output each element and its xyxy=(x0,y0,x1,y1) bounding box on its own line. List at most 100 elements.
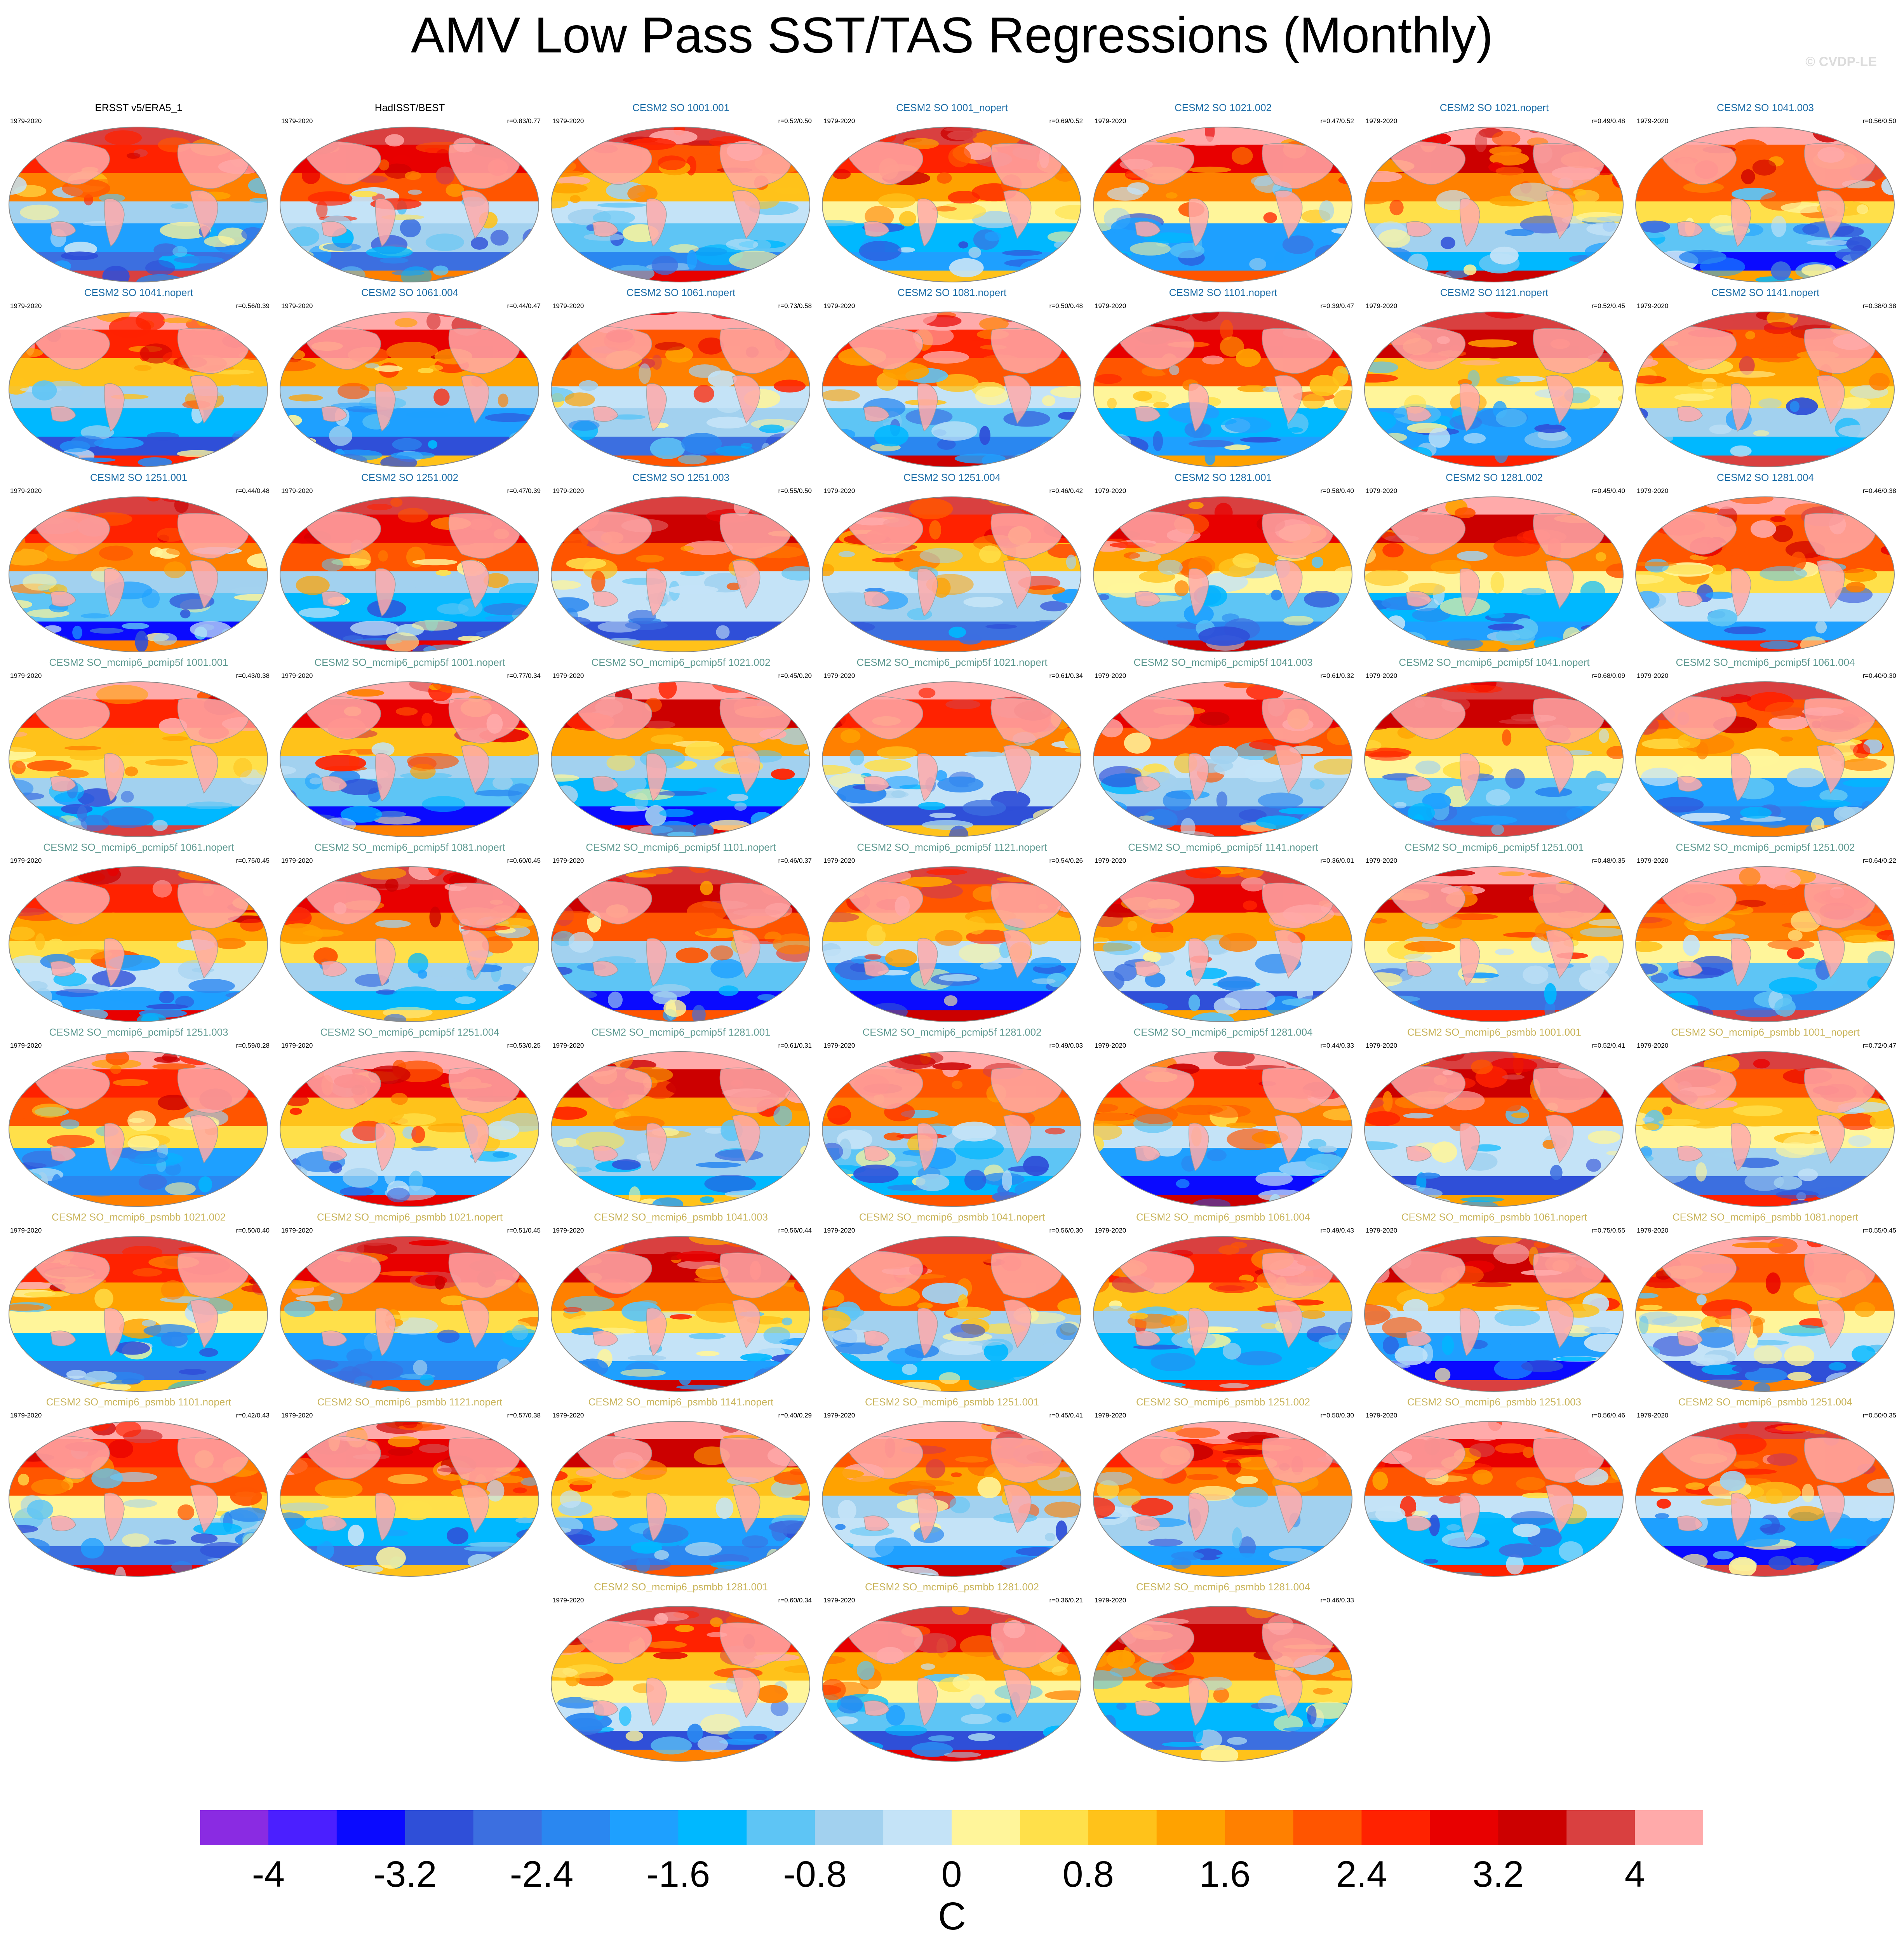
map-anomaly-blob xyxy=(1843,779,1892,787)
map-anomaly-blob xyxy=(754,1366,803,1387)
map-anomaly-blob xyxy=(80,815,109,831)
map-anomaly-blob xyxy=(502,1052,537,1059)
map-anomaly-blob xyxy=(137,1013,167,1022)
panel-period: 1979-2020 xyxy=(823,302,855,310)
map-anomaly-blob xyxy=(684,741,724,760)
continent-outline xyxy=(1135,591,1161,607)
map-anomaly-blob xyxy=(1383,1336,1399,1355)
continent-outline xyxy=(719,1252,792,1299)
map-anomaly-blob xyxy=(468,1542,519,1547)
map-anomaly-blob xyxy=(567,1236,603,1247)
map-anomaly-blob xyxy=(124,1499,157,1508)
map-anomaly-blob xyxy=(486,1480,505,1502)
map-anomaly-blob xyxy=(230,1175,261,1190)
map-anomaly-blob xyxy=(408,867,439,881)
map-anomaly-blob xyxy=(447,1527,468,1544)
map-anomaly-blob xyxy=(697,1736,728,1753)
map-anomaly-blob xyxy=(759,424,785,433)
map-panel: CESM2 SO_mcmip6_pcmip5f 1061.nopert 1979-… xyxy=(5,841,273,1025)
panel-pattern-correlation: r=0.72/0.47 xyxy=(1862,1042,1897,1049)
panel-title: CESM2 SO_mcmip6_psmbb 1101.nopert xyxy=(46,1396,231,1408)
map-anomaly-blob xyxy=(1327,1052,1352,1070)
map-anomaly-blob xyxy=(1378,229,1410,248)
map-border xyxy=(1093,1606,1352,1762)
map-anomaly-blob xyxy=(26,760,72,771)
map-anomaly-blob xyxy=(1070,1606,1081,1615)
map-anomaly-blob xyxy=(1511,714,1541,722)
map-anomaly-blob xyxy=(178,868,230,881)
map-anomaly-blob xyxy=(1101,1306,1128,1324)
continent-outline xyxy=(573,326,652,370)
map-anomaly-blob xyxy=(610,414,646,420)
panel-period: 1979-2020 xyxy=(10,1042,42,1049)
map-anomaly-blob xyxy=(1606,867,1617,875)
map-anomaly-blob xyxy=(1331,127,1352,135)
map-anomaly-blob xyxy=(903,138,939,150)
map-anomaly-blob xyxy=(666,1080,703,1094)
continent-outline xyxy=(1386,696,1465,740)
panel-pattern-correlation: r=0.61/0.34 xyxy=(1049,672,1083,679)
panel-pattern-correlation: r=0.83/0.77 xyxy=(507,117,541,125)
map-anomaly-blob xyxy=(1510,183,1554,202)
map-anomaly-blob xyxy=(1395,1236,1444,1250)
map-border xyxy=(280,496,539,652)
map-anomaly-blob xyxy=(498,984,516,991)
map-anomaly-blob xyxy=(30,1052,68,1056)
panel-title: CESM2 SO 1281.002 xyxy=(1445,472,1543,483)
map-anomaly-blob xyxy=(931,421,978,441)
map-anomaly-blob xyxy=(1289,1299,1324,1306)
panel-title: CESM2 SO_mcmip6_pcmip5f 1041.003 xyxy=(1133,656,1313,668)
map-anomaly-blob xyxy=(926,869,967,876)
map-anomaly-blob xyxy=(366,246,413,258)
map-anomaly-blob xyxy=(1321,1430,1352,1437)
map-anomaly-blob xyxy=(127,1135,160,1151)
continent-outline xyxy=(31,326,110,370)
map-anomaly-blob xyxy=(1787,1372,1812,1381)
continent-outline xyxy=(1459,568,1480,617)
map-anomaly-blob xyxy=(653,1652,688,1659)
regression-map xyxy=(1364,681,1624,837)
map-anomaly-blob xyxy=(280,682,293,689)
map-anomaly-blob xyxy=(680,571,705,576)
map-anomaly-blob xyxy=(1152,431,1163,451)
map-anomaly-blob xyxy=(1102,940,1141,955)
map-anomaly-blob xyxy=(1391,636,1407,650)
map-anomaly-blob xyxy=(455,996,476,1004)
continent-outline xyxy=(1533,698,1605,744)
map-anomaly-blob xyxy=(1366,1568,1406,1576)
panel-period: 1979-2020 xyxy=(281,1227,313,1234)
regression-map xyxy=(1635,866,1895,1022)
map-border xyxy=(1093,1051,1352,1207)
map-anomaly-blob xyxy=(280,312,292,331)
panel-pattern-correlation: r=0.50/0.48 xyxy=(1049,302,1083,310)
map-anomaly-blob xyxy=(551,1169,568,1191)
continent-outline xyxy=(1003,375,1032,424)
map-anomaly-blob xyxy=(91,1468,123,1489)
map-anomaly-blob xyxy=(280,713,297,719)
map-anomaly-blob xyxy=(1662,1106,1673,1116)
map-anomaly-blob xyxy=(1313,267,1341,277)
map-anomaly-blob xyxy=(280,808,301,818)
map-anomaly-blob xyxy=(1216,1553,1267,1559)
map-anomaly-blob xyxy=(913,327,954,346)
map-anomaly-blob xyxy=(429,365,443,371)
panel-pattern-correlation: r=0.47/0.39 xyxy=(507,487,541,495)
map-anomaly-blob xyxy=(1109,1563,1136,1574)
continent-outline xyxy=(573,141,652,185)
panel-period: 1979-2020 xyxy=(281,487,313,495)
continent-outline xyxy=(863,1515,889,1531)
map-field-band xyxy=(280,825,539,837)
map-anomaly-blob xyxy=(877,746,917,759)
map-anomaly-blob xyxy=(1258,792,1304,809)
panel-pattern-correlation: r=0.52/0.45 xyxy=(1591,302,1626,310)
map-anomaly-blob xyxy=(1239,1536,1256,1558)
map-anomaly-blob xyxy=(1218,1245,1240,1255)
map-anomaly-blob xyxy=(9,439,41,449)
map-anomaly-blob xyxy=(1135,636,1168,650)
continent-outline xyxy=(1677,1330,1703,1346)
map-anomaly-blob xyxy=(551,787,560,792)
map-anomaly-blob xyxy=(233,758,252,778)
map-anomaly-blob xyxy=(1603,320,1623,337)
map-anomaly-blob xyxy=(424,207,466,223)
map-anomaly-blob xyxy=(231,586,268,596)
